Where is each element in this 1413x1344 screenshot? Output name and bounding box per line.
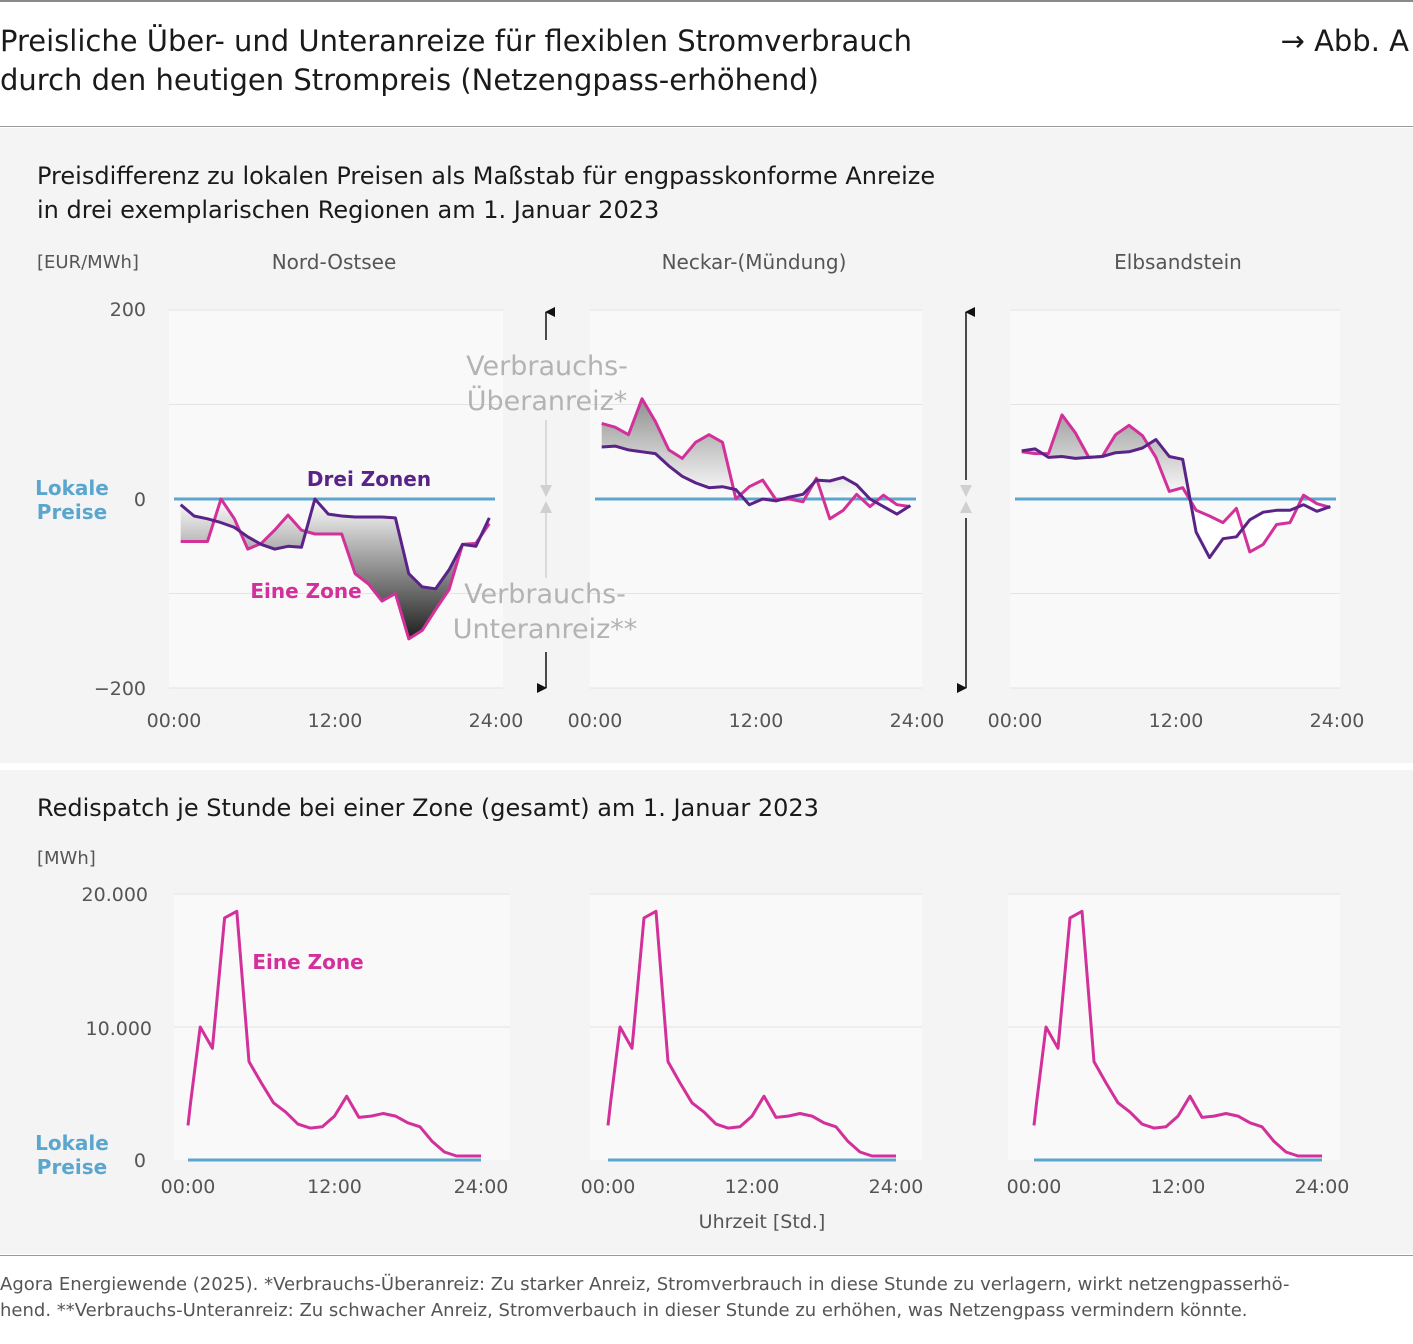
redispatch-eine-zone-line	[606, 909, 896, 1158]
price-x-ticks: 00:00 12:00 24:00 00:00 12:00 24:00 00:00 12:00…	[147, 710, 1365, 732]
redispatch-eine-zone-line	[1032, 909, 1322, 1158]
top-rule	[0, 0, 1413, 2]
x-axis-title: Uhrzeit [Std.]	[699, 1211, 826, 1233]
x-tick-label: 12:00	[308, 710, 363, 732]
x-tick-label: 24:00	[1310, 710, 1365, 732]
x-tick-label: 24:00	[1295, 1176, 1350, 1198]
difference-area	[180, 499, 490, 639]
x-tick-label: 00:00	[568, 710, 623, 732]
eine-zone-line	[601, 397, 911, 521]
title-line-1: Preisliche Über- und Unteranreize für fl…	[0, 24, 912, 58]
over-under-annotation: Verbrauchs- Überanreiz* Verbrauchs- Unte…	[453, 307, 975, 693]
y-tick-10000: 10.000	[86, 1018, 152, 1040]
difference-area	[1021, 414, 1331, 558]
redispatch-lines	[186, 909, 1322, 1162]
eine-zone-line	[180, 497, 491, 641]
footnote-rule	[0, 1255, 1413, 1256]
x-tick-label: 24:00	[869, 1176, 924, 1198]
lokale-preise-label-line1: Lokale	[35, 476, 109, 500]
y-tick-0-bottom: 0	[134, 1150, 146, 1172]
y-tick-20000: 20.000	[82, 884, 148, 906]
lokale-preise-bottom-line1: Lokale	[35, 1131, 109, 1155]
x-tick-label: 00:00	[147, 710, 202, 732]
over-label-line1: Verbrauchs-	[466, 351, 628, 382]
x-tick-label: 24:00	[454, 1176, 509, 1198]
page-title: Preisliche Über- und Unteranreize für fl…	[0, 22, 1120, 100]
redispatch-plot-frames	[174, 893, 1340, 1160]
price-lines	[174, 397, 1336, 641]
y-tick-200: 200	[110, 299, 146, 321]
over-arrow-gray-head	[540, 485, 552, 497]
y-tick-minus-200: −200	[94, 678, 146, 700]
drei-zonen-line	[601, 444, 912, 516]
region-title-elbsandstein: Elbsandstein	[1114, 250, 1242, 274]
lokale-preise-label-line2: Preise	[37, 500, 107, 524]
price-panel-subtitle-1: Preisdifferenz zu lokalen Preisen als Ma…	[37, 162, 936, 190]
eine-zone-line	[1021, 413, 1331, 554]
title-rule	[0, 126, 1413, 127]
difference-area	[601, 398, 911, 519]
right-arrow-gray-head-up	[960, 501, 972, 513]
x-tick-label: 00:00	[988, 710, 1043, 732]
over-label-line2: Überanreiz*	[467, 385, 628, 417]
y-tick-0: 0	[134, 489, 146, 511]
under-label-line1: Verbrauchs-	[464, 579, 626, 610]
redispatch-panel-subtitle: Redispatch je Stunde bei einer Zone (ges…	[37, 794, 819, 822]
x-tick-label: 12:00	[307, 1176, 362, 1198]
under-label-line2: Unteranreiz**	[453, 614, 638, 645]
x-tick-label: 24:00	[469, 710, 524, 732]
redispatch-eine-zone-line	[186, 909, 481, 1158]
source-footnote: Agora Energiewende (2025). *Verbrauchs-Ü…	[0, 1272, 1405, 1324]
x-tick-label: 12:00	[729, 710, 784, 732]
title-line-2: durch den heutigen Strompreis (Netzengpa…	[0, 63, 819, 97]
x-tick-label: 00:00	[161, 1176, 216, 1198]
lokale-preise-bottom-line2: Preise	[37, 1155, 107, 1179]
drei-zonen-line	[1021, 438, 1331, 560]
footnote-line-1: Agora Energiewende (2025). *Verbrauchs-Ü…	[0, 1274, 1290, 1295]
redispatch-x-ticks: 00:00 12:00 24:00 00:00 12:00 24:00 00:00 12:00…	[161, 1176, 1350, 1198]
price-difference-fills	[180, 398, 1331, 639]
under-arrow-gray-head	[540, 501, 552, 513]
redispatch-unit-label: [MWh]	[37, 848, 96, 869]
region-title-nord-ostsee: Nord-Ostsee	[272, 250, 397, 274]
drei-zonen-label: Drei Zonen	[307, 467, 431, 491]
region-title-neckar: Neckar-(Mündung)	[662, 250, 847, 274]
x-tick-label: 00:00	[581, 1176, 636, 1198]
region-title-nord-ostsee-text: Nord-Ostsee	[272, 250, 397, 274]
x-tick-label: 12:00	[1149, 710, 1204, 732]
price-unit-label: [EUR/MWh]	[37, 252, 139, 273]
price-panel-subtitle-2: in drei exemplarischen Regionen am 1. Ja…	[37, 196, 660, 224]
footnote-line-2: hend. **Verbrauchs-Unteranreiz: Zu schwa…	[0, 1300, 1248, 1321]
x-tick-label: 12:00	[1151, 1176, 1206, 1198]
eine-zone-label-top: Eine Zone	[250, 579, 361, 603]
drei-zonen-line	[179, 497, 491, 591]
x-tick-label: 12:00	[725, 1176, 780, 1198]
figure-reference[interactable]: → Abb. A	[1280, 24, 1409, 58]
x-tick-label: 00:00	[1007, 1176, 1062, 1198]
eine-zone-label-bottom: Eine Zone	[252, 950, 363, 974]
x-tick-label: 24:00	[890, 710, 945, 732]
right-arrow-gray-head-down	[960, 485, 972, 497]
